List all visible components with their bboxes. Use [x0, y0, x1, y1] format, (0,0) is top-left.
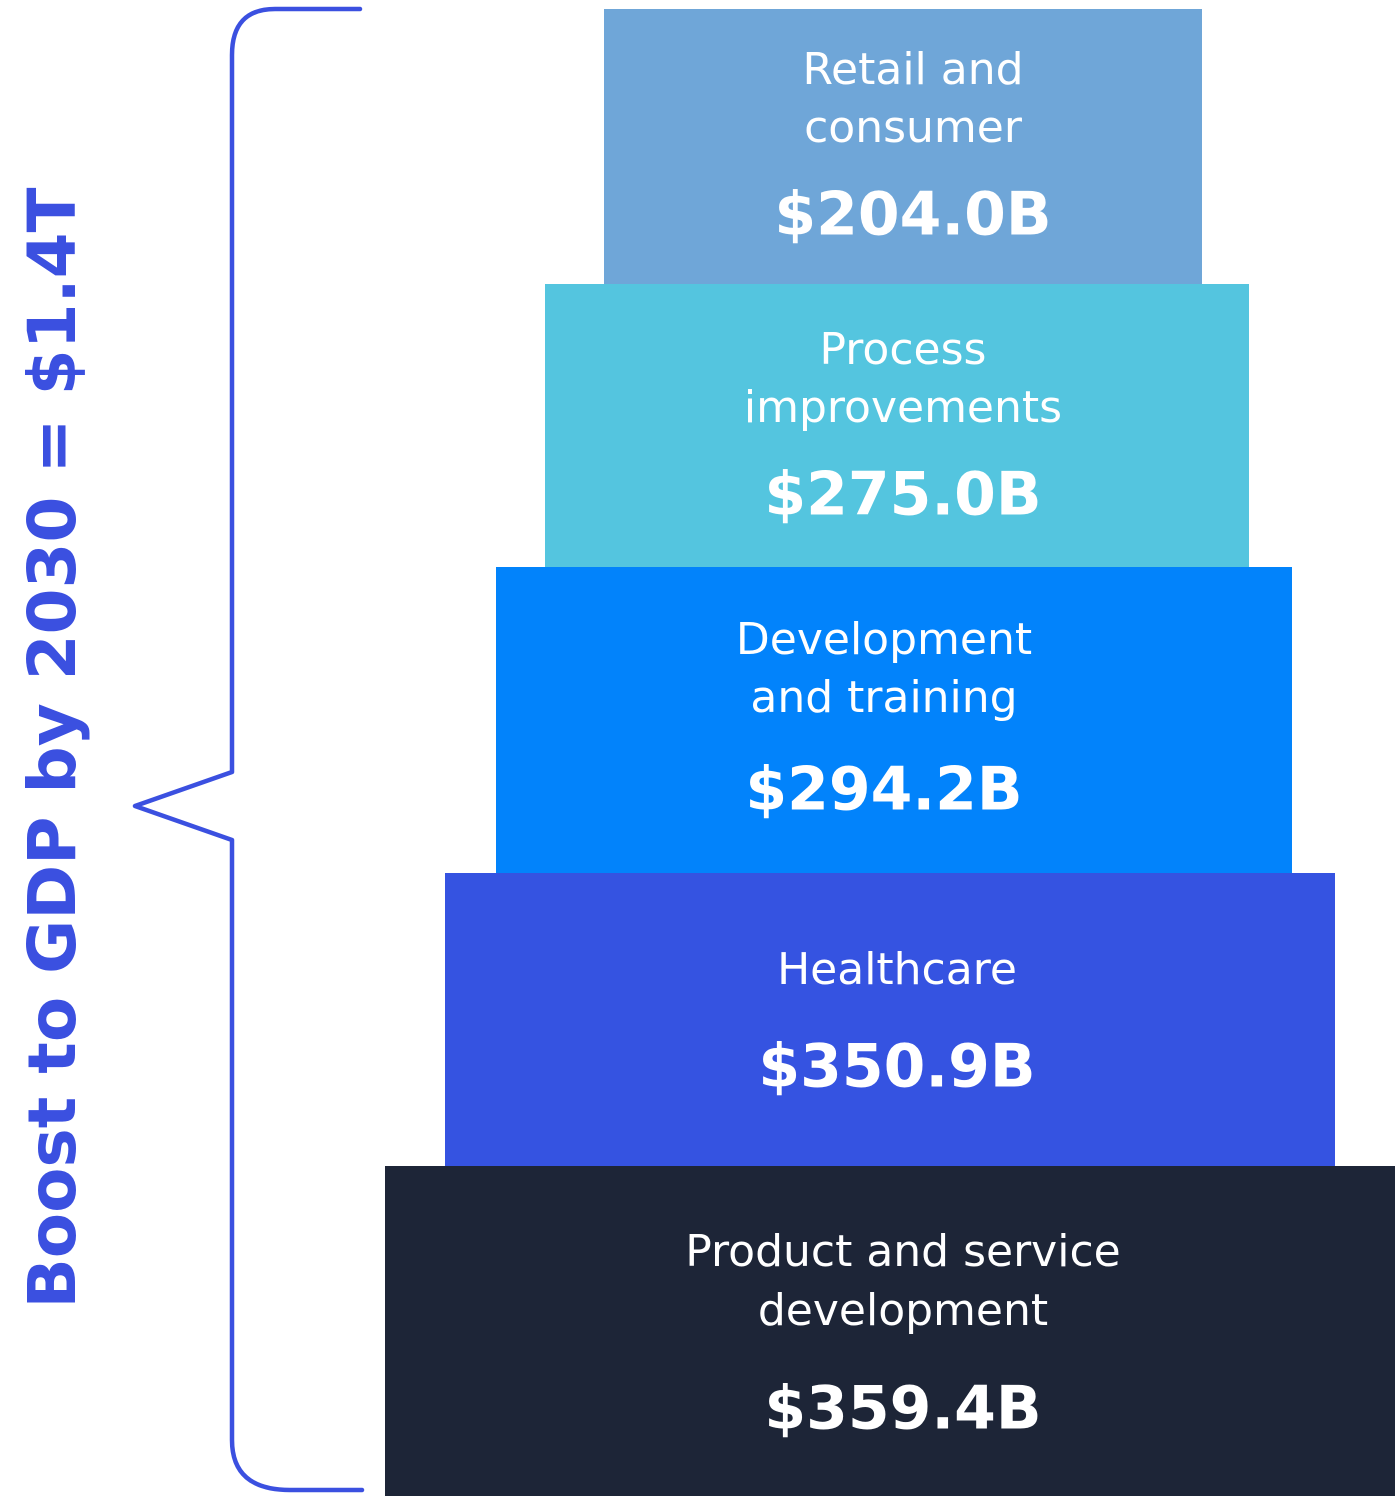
tier-label: Product and service: [685, 1226, 1120, 1277]
tier-bar: [604, 9, 1202, 285]
tier-label: development: [758, 1285, 1048, 1336]
bracket-group: Boost to GDP by 2030 = $1.4T: [14, 6, 365, 1493]
tier-3: Development and training $294.2B: [496, 567, 1292, 874]
tier-label: Healthcare: [777, 944, 1017, 995]
tier-label: Development: [736, 614, 1032, 665]
tier-label: and training: [750, 672, 1017, 723]
tier-value-label: $204.0B: [774, 180, 1051, 250]
tiers-group: Retail and consumer $204.0B Process improvem…: [385, 9, 1395, 1496]
total-gdp-label: Boost to GDP by 2030 = $1.4T: [14, 187, 91, 1308]
tier-value-label: $359.4B: [764, 1374, 1041, 1444]
tier-4: Healthcare $350.9B: [445, 873, 1335, 1167]
tier-label: Retail and: [802, 44, 1023, 95]
tier-label: Process: [820, 324, 987, 375]
tier-bar: [496, 567, 1292, 874]
tier-2: Process improvements $275.0B: [545, 284, 1249, 569]
total-bracket: [132, 6, 365, 1493]
tier-value-label: $275.0B: [764, 460, 1041, 530]
tier-bar: [445, 873, 1335, 1167]
tier-1: Retail and consumer $204.0B: [604, 9, 1202, 285]
tier-label: consumer: [804, 102, 1023, 153]
tier-value-label: $350.9B: [758, 1032, 1035, 1102]
tier-bar: [545, 284, 1249, 569]
tier-value-label: $294.2B: [745, 755, 1022, 825]
tier-bar: [385, 1166, 1395, 1496]
tier-5: Product and service development $359.4B: [385, 1166, 1395, 1496]
tier-label: improvements: [744, 382, 1062, 433]
